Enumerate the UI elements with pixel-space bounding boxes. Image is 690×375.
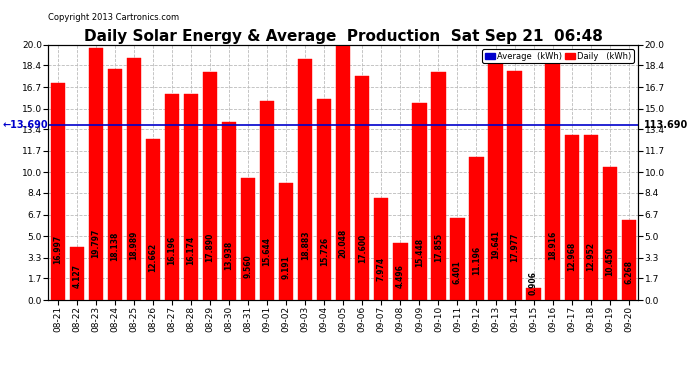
Bar — [336, 44, 351, 300]
Bar — [451, 218, 464, 300]
Bar — [374, 198, 388, 300]
Text: 15.448: 15.448 — [415, 237, 424, 267]
Bar — [127, 58, 141, 300]
Text: 6.268: 6.268 — [624, 260, 633, 284]
Text: 20.048: 20.048 — [339, 229, 348, 258]
Text: 15.644: 15.644 — [263, 237, 272, 266]
Bar — [546, 59, 560, 300]
Bar — [89, 48, 103, 300]
Text: 18.883: 18.883 — [301, 231, 310, 260]
Text: 12.952: 12.952 — [586, 242, 595, 272]
Bar — [222, 122, 236, 300]
Text: 4.496: 4.496 — [396, 264, 405, 288]
Text: Copyright 2013 Cartronics.com: Copyright 2013 Cartronics.com — [48, 13, 179, 22]
Text: 19.797: 19.797 — [91, 229, 100, 258]
Text: 0.906: 0.906 — [529, 271, 538, 295]
Bar — [317, 99, 331, 300]
Bar — [241, 178, 255, 300]
Text: ←13.690: ←13.690 — [3, 120, 48, 130]
Bar — [279, 183, 293, 300]
Text: 15.726: 15.726 — [319, 237, 328, 266]
Bar — [526, 288, 541, 300]
Text: 17.977: 17.977 — [510, 232, 519, 262]
Text: 13.938: 13.938 — [224, 240, 234, 270]
Text: 18.989: 18.989 — [130, 231, 139, 260]
Text: 19.641: 19.641 — [491, 230, 500, 259]
Text: 17.600: 17.600 — [358, 233, 367, 262]
Text: 17.855: 17.855 — [434, 233, 443, 262]
Text: 17.890: 17.890 — [206, 232, 215, 262]
Bar — [146, 138, 160, 300]
Text: 11.196: 11.196 — [472, 246, 481, 275]
Bar — [564, 135, 579, 300]
Bar — [507, 71, 522, 300]
Text: 18.916: 18.916 — [548, 231, 557, 260]
Bar — [622, 220, 636, 300]
Bar — [203, 72, 217, 300]
Bar — [165, 93, 179, 300]
Text: 12.662: 12.662 — [148, 243, 157, 272]
Text: 18.138: 18.138 — [110, 232, 119, 261]
Text: 10.450: 10.450 — [605, 247, 614, 276]
Bar — [184, 94, 198, 300]
Bar — [50, 83, 65, 300]
Bar — [584, 135, 598, 300]
Bar — [260, 100, 275, 300]
Bar — [70, 248, 84, 300]
Bar — [108, 69, 122, 300]
Text: 16.174: 16.174 — [186, 236, 195, 265]
Bar — [489, 50, 502, 300]
Text: 12.968: 12.968 — [567, 242, 576, 272]
Bar — [298, 59, 313, 300]
Text: 16.997: 16.997 — [53, 234, 62, 264]
Text: 113.690: 113.690 — [644, 120, 688, 130]
Bar — [412, 103, 426, 300]
Bar — [355, 76, 369, 300]
Text: 6.401: 6.401 — [453, 260, 462, 284]
Text: 9.560: 9.560 — [244, 254, 253, 278]
Text: 4.127: 4.127 — [72, 264, 81, 288]
Text: 9.191: 9.191 — [282, 255, 290, 279]
Bar — [393, 243, 408, 300]
Text: 7.974: 7.974 — [377, 257, 386, 281]
Legend: Average  (kWh), Daily   (kWh): Average (kWh), Daily (kWh) — [482, 49, 634, 63]
Bar — [431, 72, 446, 300]
Bar — [602, 167, 617, 300]
Title: Daily Solar Energy & Average  Production  Sat Sep 21  06:48: Daily Solar Energy & Average Production … — [84, 29, 602, 44]
Text: 16.196: 16.196 — [168, 236, 177, 265]
Bar — [469, 157, 484, 300]
